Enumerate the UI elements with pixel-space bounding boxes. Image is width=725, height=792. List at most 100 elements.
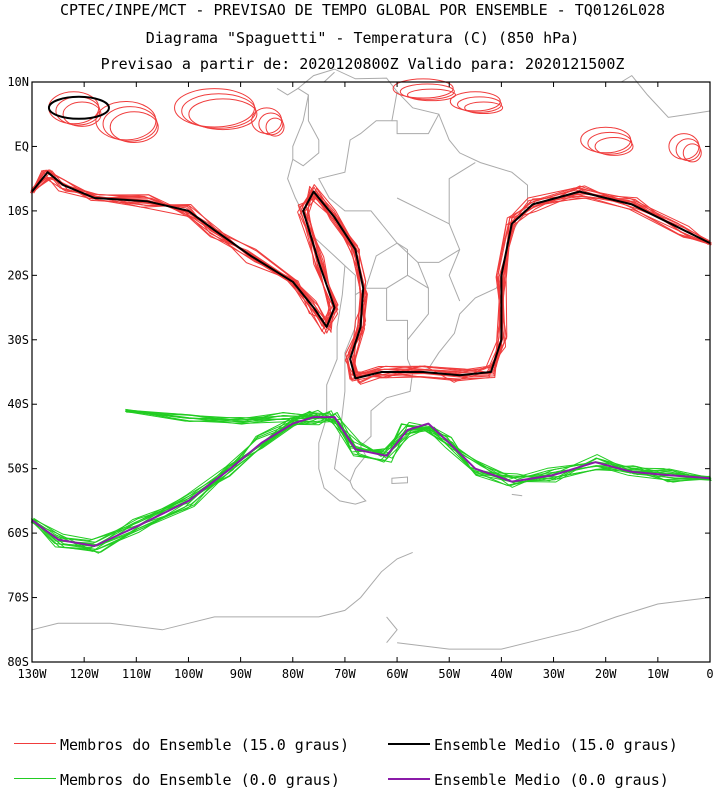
lat-tick-label: 10S	[7, 204, 29, 218]
member-0-contour	[33, 410, 711, 541]
antarctica-coast	[31, 551, 413, 631]
falklands-coast	[391, 476, 408, 485]
member-0-contour	[125, 411, 315, 420]
member-15-blob	[682, 143, 702, 163]
member-15-blob	[188, 98, 258, 131]
legend-label-member-0: Membros do Ensemble (0.0 graus)	[60, 771, 340, 789]
member-15-blob	[174, 88, 256, 128]
chart-title-line-3: Previsao a partir de: 2020120800Z Valido…	[100, 55, 625, 73]
country-border	[318, 91, 408, 296]
coastline-layer	[31, 68, 711, 650]
member-15-contour	[32, 169, 710, 383]
lon-tick-label: 0	[706, 667, 713, 681]
antarctica-coast	[386, 616, 398, 644]
member-15-blob	[406, 88, 456, 102]
mean-15-contour	[31, 171, 711, 380]
member-15-blob	[580, 126, 632, 154]
legend-label-mean-0: Ensemble Medio (0.0 graus)	[434, 771, 669, 789]
member-0-contour	[126, 409, 314, 422]
south-georgia-coast	[511, 493, 523, 497]
lon-tick-label: 50W	[438, 667, 460, 681]
lon-tick-label: 120W	[70, 667, 100, 681]
means-layer	[31, 95, 711, 547]
member-15-blob	[55, 96, 101, 126]
member-15-contour	[33, 176, 711, 379]
member-15-blob	[675, 138, 701, 162]
lat-tick-label: 40S	[7, 397, 29, 411]
lon-tick-label: 100W	[174, 667, 204, 681]
legend-mean-0: Ensemble Medio (0.0 graus)	[388, 771, 669, 789]
lat-tick-label: 50S	[7, 462, 29, 476]
axis-ticks: 130W 120W 110W 100W 90W 80W 70W 60W 50W 40W 30W 20W…	[7, 75, 713, 681]
lat-tick-label: 30S	[7, 333, 29, 347]
mean-15-blob	[47, 95, 110, 120]
member-15-blob	[587, 131, 633, 155]
lat-tick-label: EQ	[15, 139, 29, 153]
legend-mean-15: Ensemble Medio (15.0 graus)	[388, 736, 678, 754]
lon-tick-label: 110W	[122, 667, 152, 681]
lon-tick-label: 130W	[18, 667, 48, 681]
member-0-contour	[32, 410, 712, 546]
country-border	[391, 113, 440, 135]
member-15-blob	[109, 111, 159, 143]
member-15-blob	[258, 112, 284, 136]
country-border	[365, 242, 429, 289]
member-15-blob	[464, 101, 504, 115]
member-0-contour	[126, 411, 315, 419]
member-15-contour	[32, 177, 711, 375]
lon-tick-label: 10W	[647, 667, 669, 681]
state-border	[396, 197, 450, 225]
member-0-contour	[33, 417, 711, 552]
lon-tick-label: 40W	[491, 667, 513, 681]
country-border	[292, 94, 320, 167]
lat-tick-label: 60S	[7, 526, 29, 540]
lat-tick-label: 70S	[7, 591, 29, 605]
member-0-contour	[31, 411, 712, 550]
lat-tick-label: 20S	[7, 268, 29, 282]
member-15-contour	[32, 177, 711, 374]
member-15-contour	[31, 176, 709, 380]
lon-tick-label: 70W	[334, 667, 356, 681]
lon-tick-label: 60W	[386, 667, 408, 681]
central-america-coast	[276, 87, 299, 96]
mean-0-contour	[31, 416, 711, 547]
legend-member-0: Membros do Ensemble (0.0 graus)	[14, 771, 340, 789]
chart-title-line-2: Diagrama "Spaguetti" - Temperatura (C) (…	[145, 29, 580, 47]
legend-swatch-member-0	[14, 778, 56, 779]
lat-tick-label: 10N	[7, 75, 29, 89]
legend-swatch-mean-15	[388, 742, 430, 745]
state-border	[448, 162, 476, 302]
legend-label-member-15: Membros do Ensemble (15.0 graus)	[60, 736, 349, 754]
state-border	[417, 249, 460, 263]
members-0-layer	[30, 408, 712, 554]
member-15-contour	[31, 176, 709, 381]
member-15-blob	[102, 106, 158, 142]
legend-swatch-member-15	[14, 743, 56, 744]
member-15-blob	[456, 96, 502, 113]
country-border	[386, 288, 408, 360]
lat-tick-label: 80S	[7, 655, 29, 669]
africa-coast	[621, 74, 711, 118]
legend-swatch-mean-0	[388, 777, 430, 780]
member-15-blob	[594, 136, 634, 156]
lon-tick-label: 20W	[595, 667, 617, 681]
map-frame	[31, 81, 711, 663]
member-15-blob	[265, 117, 285, 137]
country-border	[407, 274, 429, 373]
member-15-contour	[30, 177, 710, 382]
member-15-blob	[399, 83, 455, 100]
member-15-blob	[392, 78, 454, 99]
legend-member-15: Membros do Ensemble (15.0 graus)	[14, 736, 349, 754]
lon-tick-label: 90W	[230, 667, 252, 681]
country-border	[333, 294, 356, 482]
lon-tick-label: 30W	[543, 667, 565, 681]
chart-title-line-1: CPTEC/INPE/MCT - PREVISAO DE TEMPO GLOBA…	[59, 1, 666, 19]
lon-tick-label: 80W	[282, 667, 304, 681]
member-15-blob	[449, 91, 501, 112]
legend-label-mean-15: Ensemble Medio (15.0 graus)	[434, 736, 678, 754]
member-15-contour	[33, 176, 711, 383]
coast-fragment	[323, 71, 335, 83]
south-america-coast	[287, 68, 528, 505]
antarctica-coast	[397, 597, 711, 650]
